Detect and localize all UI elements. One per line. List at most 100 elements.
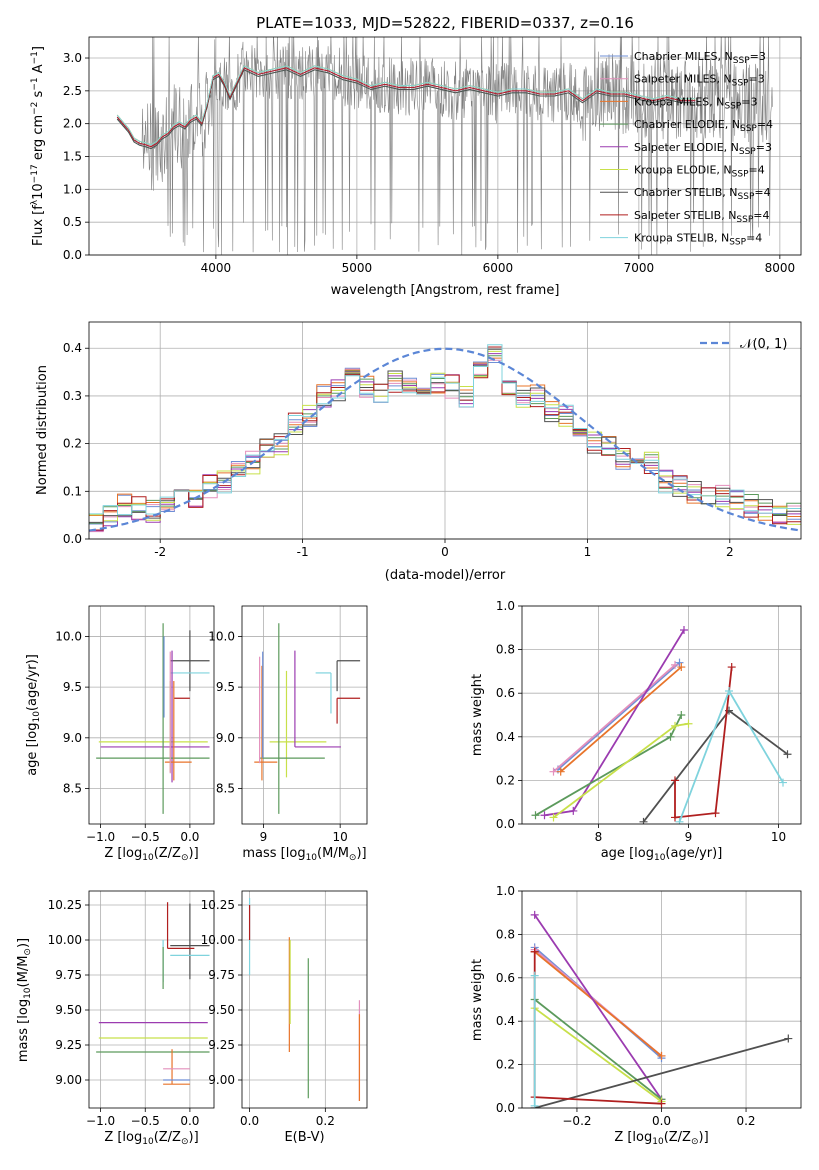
wAge-xtick-label: 9 <box>685 830 693 844</box>
massZ-ytick-label: 9.25 <box>55 1038 82 1052</box>
spectrum-ylabel-part: A <box>31 64 46 77</box>
ageM-ytick-label: 10.0 <box>208 629 235 643</box>
residual-xlabel: (data-model)/error <box>385 568 506 583</box>
ageZ-ylabel-part: (age/yr)] <box>25 654 40 711</box>
wAge-weight-marker <box>671 813 679 822</box>
wZ-xtick-label: 0.2 <box>736 1114 755 1128</box>
wAge-xlabel: age [log10(age/yr)] <box>601 846 723 863</box>
spectrum-legend-label: Chabrier MILES, NSSP=3 <box>634 50 766 66</box>
massZ-ytick-label: 10.25 <box>48 898 82 912</box>
ageZ-ytick-label: 9.0 <box>63 731 82 745</box>
res-frame <box>88 321 802 540</box>
ageM-xtick-label: 9 <box>260 830 268 844</box>
spec-xtick-label: 8000 <box>765 261 796 275</box>
wZ-weight-line <box>533 914 663 1100</box>
ageM-xtick-label: 10 <box>333 830 348 844</box>
wZ-ytick-label: 0.6 <box>496 971 515 985</box>
spectrum-legend-label-part: Chabrier STELIB, N <box>634 186 738 199</box>
wAge-weight-marker <box>666 732 675 741</box>
massZ-xtick-label: −1.0 <box>86 1114 115 1128</box>
ageZ-plot-area <box>96 623 210 814</box>
spectrum-legend-label-part: =3 <box>750 50 766 63</box>
wZ-weight-line <box>534 998 663 1101</box>
wAge-weight-marker <box>675 658 684 667</box>
wAge-weight-line <box>557 662 681 771</box>
massE-xlabel: E(B-V) <box>284 1130 324 1145</box>
spectrum-model-line <box>116 67 696 148</box>
wAge-plot-area <box>531 625 792 824</box>
ageZ-xlabel: Z [log10(Z/Z⊙)] <box>104 846 198 863</box>
spec-ytick-label: 2.0 <box>63 117 82 131</box>
wZ-xtick-label: −0.2 <box>562 1114 591 1128</box>
spectrum-legend-label-part: Salpeter ELODIE, N <box>634 141 739 154</box>
spectrum-legend-label-part: SSP <box>732 79 749 89</box>
spectrum-title: PLATE=1033, MJD=52822, FIBERID=0337, z=0… <box>256 14 634 32</box>
wAge-weight-marker <box>725 687 733 696</box>
spectrum-ylabel-part: 10 <box>31 183 46 200</box>
spectrum-legend-label-part: =4 <box>753 209 769 222</box>
spectrum-ylabel-part: −1 <box>30 51 40 64</box>
wAge-weight-marker <box>540 811 549 820</box>
normal-curve <box>89 347 801 532</box>
wZ-ytick-label: 0.4 <box>496 1014 515 1028</box>
massE-ytick-label: 9.50 <box>208 1003 235 1017</box>
spec-xtick-label: 6000 <box>483 261 514 275</box>
wAge-xlabel-part: (age/yr)] <box>665 846 722 861</box>
residual-legend-label: 𝒩(0, 1) <box>740 337 787 352</box>
spectrum-ylabel-part: s <box>31 90 46 101</box>
wZ-weight-marker <box>530 947 539 956</box>
ageZ-xtick-label: −1.0 <box>86 830 115 844</box>
wAge-xtick-label: 8 <box>595 830 603 844</box>
wZ-xlabel-part: 10 <box>652 1137 664 1147</box>
ageM-xlabel-part: )] <box>356 846 366 861</box>
spec-ytick-label: 0.5 <box>63 215 82 229</box>
massZ-xtick-label: 0.0 <box>180 1114 199 1128</box>
wAge-ytick-label: 0.4 <box>496 730 515 744</box>
wZ-weight-marker <box>657 1099 666 1108</box>
ageZ-xlabel-part: )] <box>189 846 199 861</box>
spectrum-legend-label-part: SSP <box>736 215 753 225</box>
spectrum-ylabel-part: −1 <box>30 77 40 90</box>
massZ-frame <box>88 890 215 1109</box>
ageZ-xlabel-part: 10 <box>142 853 154 863</box>
ageM-xlabel-part: 10 <box>306 853 318 863</box>
ageM-xlabel: mass [log10(M/M⊙)] <box>242 846 366 863</box>
ageM-ytick-label: 9.0 <box>216 731 235 745</box>
res-ytick-label: 0.4 <box>63 341 82 355</box>
spectrum-legend-label: Kroupa STELIB, NSSP=4 <box>634 232 762 248</box>
spectrum-legend-label-part: SSP <box>739 147 756 157</box>
wAge-weight-marker <box>684 719 693 728</box>
wAge-weight-marker <box>671 660 679 669</box>
wAge-weight-marker <box>671 721 679 730</box>
ageZ-ylabel-part: 10 <box>32 711 42 723</box>
spectrum-model-line <box>116 65 696 146</box>
massE-frame <box>241 890 368 1109</box>
massZ-xlabel-part: ⊙ <box>181 1137 189 1147</box>
wAge-xlabel-part: 10 <box>654 853 666 863</box>
massZ-ylabel-part: ⊙ <box>23 948 33 956</box>
spectrum-legend-label-part: Kroupa STELIB, N <box>634 232 729 245</box>
wAge-weight-marker <box>639 817 648 824</box>
massE-ytick-label: 9.75 <box>208 968 235 982</box>
massZ-ytick-label: 9.75 <box>55 968 82 982</box>
residual-plot-area <box>89 344 801 533</box>
ageM-xlabel-part: ⊙ <box>349 853 357 863</box>
spec-ytick-label: 3.0 <box>63 51 82 65</box>
massZ-xlabel: Z [log10(Z/Z⊙)] <box>104 1130 198 1147</box>
ageZ-xlabel-part: Z [log <box>104 846 142 861</box>
wZ-xlabel-part: (Z/Z <box>664 1130 691 1145</box>
massE-ytick-label: 10.25 <box>201 898 235 912</box>
spec-xtick-label: 7000 <box>624 261 655 275</box>
wZ-plot-area <box>530 910 793 1108</box>
spectrum-ylabel-part: Flux [f <box>31 205 46 246</box>
spectrum-ylabel-part: λ <box>30 199 40 205</box>
wZ-frame <box>521 890 802 1109</box>
residual-histogram <box>89 344 801 516</box>
wAge-ytick-label: 0.8 <box>496 643 515 657</box>
spec-ytick-label: 1.5 <box>63 150 82 164</box>
massZ-ylabel-part: (M/M <box>16 956 31 988</box>
spectrum-ylabel-part: −17 <box>30 164 40 183</box>
wZ-xlabel-part: ⊙ <box>691 1137 699 1147</box>
spectrum-ylabel-part: erg cm <box>31 115 46 164</box>
